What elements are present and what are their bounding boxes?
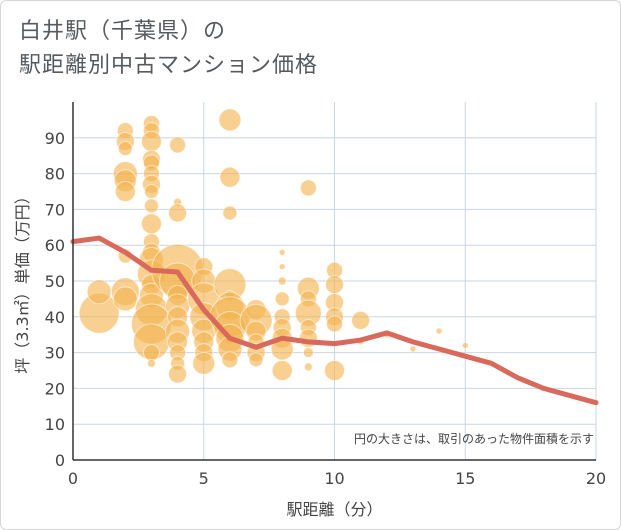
bubble-point-18: [143, 184, 159, 199]
bubble-point-34: [168, 203, 188, 223]
y-tick-label-0: 0: [55, 451, 65, 470]
y-tick-label-20: 20: [45, 379, 65, 398]
bubble-point-54: [219, 166, 241, 188]
bubble-point-10: [112, 286, 138, 312]
bubble-point-92: [324, 360, 345, 381]
bubble-point-91: [326, 315, 343, 333]
bubble-point-73: [274, 291, 290, 307]
y-axis-label: 坪（3.3㎡）単価（万円）: [13, 188, 32, 373]
trend-line-layer: [70, 235, 599, 406]
bubble-point-53: [218, 108, 242, 132]
bubble-point-97: [435, 327, 443, 335]
bubble-point-70: [278, 248, 286, 256]
title-line-1: 白井駅（千葉県）の: [19, 19, 227, 44]
bubble-point-4: [117, 141, 133, 157]
bubble-point-78: [271, 360, 293, 381]
y-tick-label-40: 40: [45, 308, 65, 327]
chart-title: 白井駅（千葉県）の 駅距離別中古マンション価格: [19, 15, 318, 83]
bubble-point-72: [277, 276, 287, 286]
bubble-point-71: [278, 263, 286, 271]
x-axis-label: 駅距離（分）: [286, 500, 382, 519]
y-tick-label-50: 50: [45, 272, 65, 291]
y-tick-label-80: 80: [45, 165, 65, 184]
bubble-point-79: [299, 179, 317, 197]
bubble-point-1: [86, 279, 112, 305]
bubble-point-13: [140, 130, 162, 152]
bubble-point-88: [325, 275, 344, 295]
bubble-point-31: [146, 358, 156, 368]
x-tick-label-10: 10: [324, 469, 344, 488]
y-tick-label-90: 90: [45, 129, 65, 148]
bubble-point-96: [409, 345, 417, 353]
y-tick-label-70: 70: [45, 200, 65, 219]
bubble-point-85: [302, 347, 314, 359]
y-tick-label-60: 60: [45, 236, 65, 255]
x-tick-label-20: 20: [586, 469, 606, 488]
bubble-point-52: [192, 351, 216, 375]
trend-line: [70, 235, 599, 406]
size-note: 円の大きさは、取引のあった物件面積を示す: [354, 431, 594, 446]
bubble-point-69: [248, 352, 264, 368]
bubble-point-32: [169, 136, 187, 154]
bubble-point-93: [351, 310, 371, 330]
bubble-point-98: [461, 341, 469, 349]
bubble-point-63: [221, 351, 239, 369]
x-tick-label-15: 15: [455, 469, 475, 488]
bubble-point-20: [140, 213, 162, 235]
axes: 0 10 20 30 40 50 60 70 80 90 0 5 10 15 20: [45, 102, 606, 488]
bubble-series: [78, 108, 469, 384]
bubble-point-7: [114, 181, 136, 202]
bubble-point-55: [222, 205, 238, 221]
x-tick-label-0: 0: [68, 469, 78, 488]
x-tick-label-5: 5: [199, 469, 209, 488]
bubble-point-44: [168, 364, 188, 384]
bubble-point-86: [303, 362, 313, 372]
title-line-2: 駅距離別中古マンション価格: [19, 53, 319, 78]
bubble-point-19: [143, 198, 159, 214]
y-tick-label-10: 10: [45, 415, 65, 434]
bubble-point-30: [142, 344, 160, 362]
y-tick-label-30: 30: [45, 344, 65, 363]
